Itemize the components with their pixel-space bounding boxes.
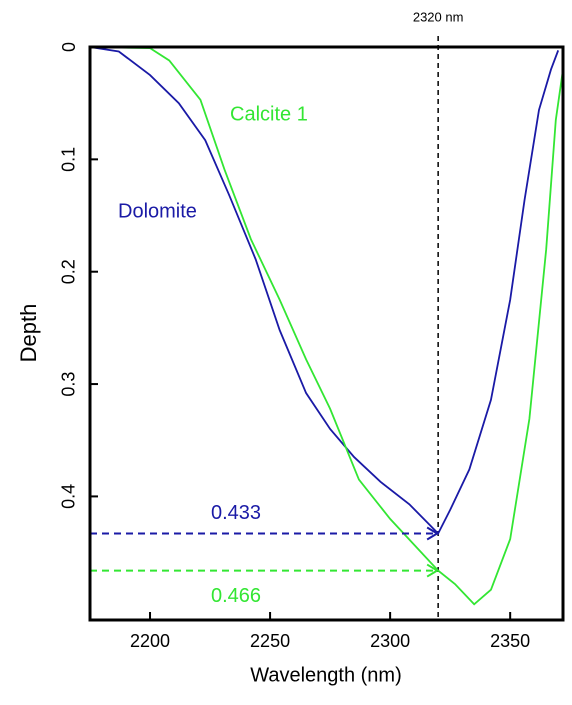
line-series [89,46,560,536]
y-axis-label: Depth [16,304,41,363]
y-tick-label: 0.1 [59,147,79,172]
y-tick-label: 0.4 [59,484,79,509]
arrow-label: 0.466 [211,585,261,607]
x-tick-label: 2200 [130,631,170,651]
arrow-head [426,526,440,541]
series-label: Dolomite [118,200,197,222]
x-tick-label: 2300 [370,631,410,651]
arrow-label: 0.433 [211,502,261,524]
reference-label: 2320 nm [413,9,464,24]
line-series [89,46,564,606]
y-tick-label: 0 [59,42,79,52]
x-axis-label: Wavelength (nm) [250,664,402,686]
x-tick-label: 2350 [490,631,530,651]
series-label: Calcite 1 [230,103,308,125]
arrow-head [426,563,440,578]
y-tick-label: 0.2 [59,259,79,284]
plot-frame [88,45,565,622]
x-tick-label: 2250 [250,631,290,651]
y-tick-label: 0.3 [59,372,79,397]
